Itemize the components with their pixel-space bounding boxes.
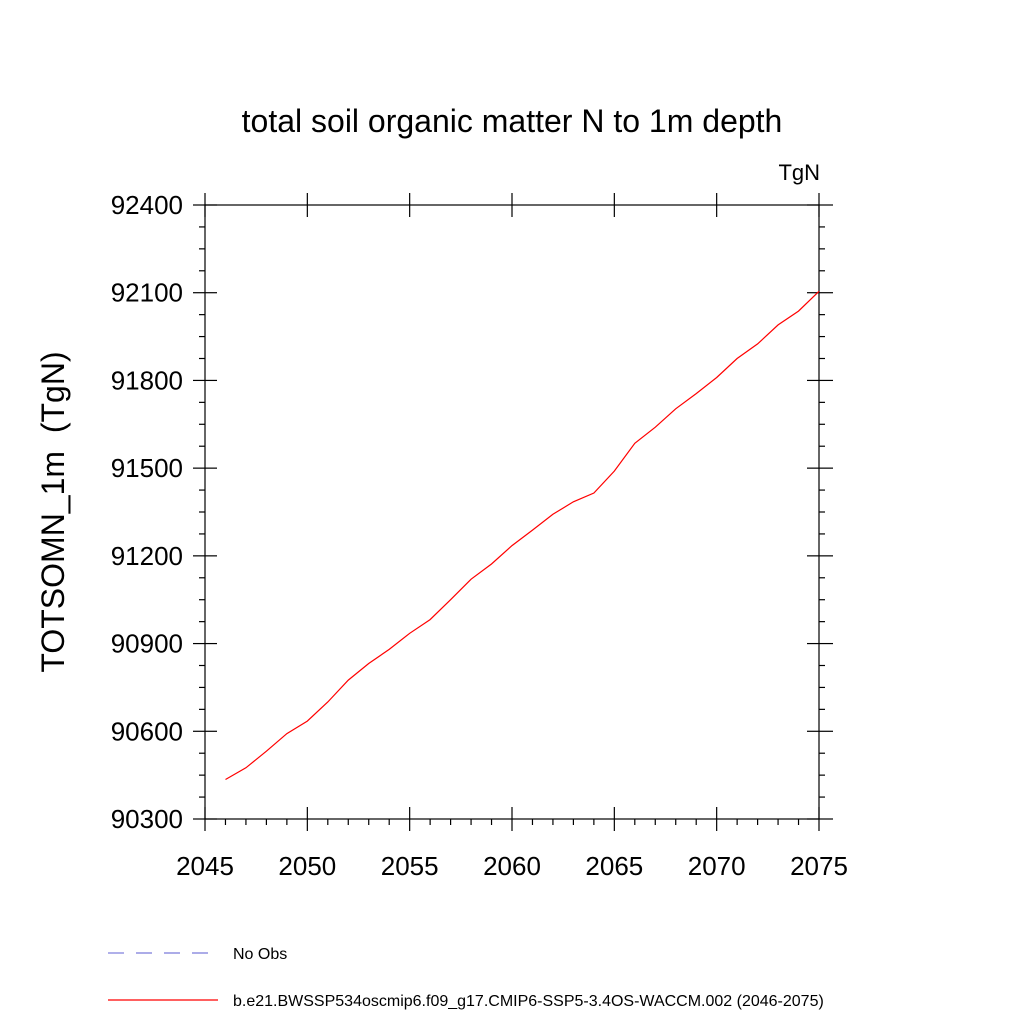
y-tick-label: 91500: [111, 453, 183, 483]
chart-title: total soil organic matter N to 1m depth: [242, 103, 783, 139]
ticks-layer: 2045 2050 2055 2060 2065 2070 2075 90300 90600 90…: [111, 190, 848, 881]
y-tick-label: 90600: [111, 716, 183, 746]
x-tick-label: 2075: [790, 851, 848, 881]
y-tick-label: 91200: [111, 541, 183, 571]
x-tick-label: 2045: [176, 851, 234, 881]
y-tick-label: 92100: [111, 278, 183, 308]
legend: No Obs b.e21.BWSSP534oscmip6.f09_g17.CMIP…: [108, 946, 824, 1010]
y-tick-label: 91800: [111, 365, 183, 395]
y-axis-label: TOTSOMN_1m (TgN): [35, 351, 71, 672]
y-tick-label: 92400: [111, 190, 183, 220]
legend-label: No Obs: [233, 946, 287, 963]
x-tick-label: 2065: [585, 851, 643, 881]
series-line: [225, 290, 820, 781]
x-tick-label: 2055: [381, 851, 439, 881]
x-tick-label: 2060: [483, 851, 541, 881]
legend-label: b.e21.BWSSP534oscmip6.f09_g17.CMIP6-SSP5…: [233, 993, 824, 1010]
units-label: TgN: [778, 160, 820, 185]
y-tick-label: 90300: [111, 804, 183, 834]
y-tick-label: 90900: [111, 629, 183, 659]
x-tick-label: 2070: [688, 851, 746, 881]
x-tick-label: 2050: [278, 851, 336, 881]
series-layer: [225, 290, 820, 781]
